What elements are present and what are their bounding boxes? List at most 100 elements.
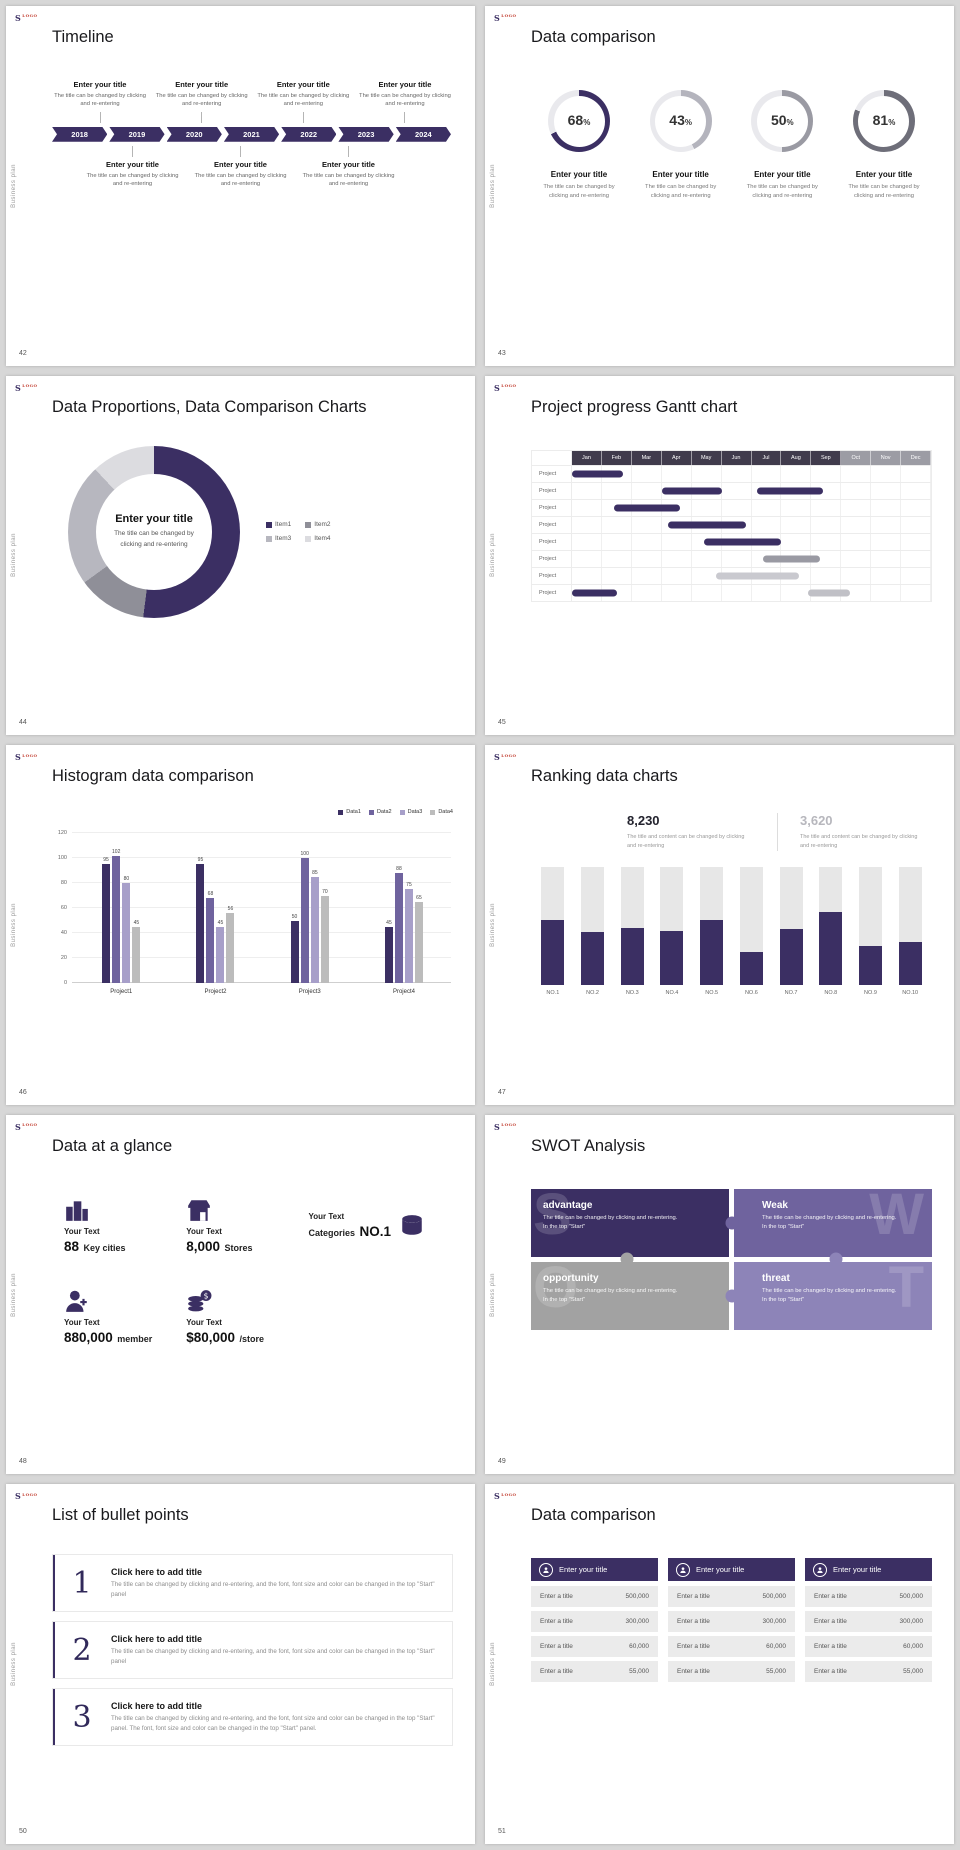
row-value: 500,000 [899, 1593, 924, 1601]
bar [384, 926, 393, 984]
slide-42-timeline[interactable]: SLOGO Business plan Timeline 42 Enter yo… [6, 6, 475, 366]
slide-49-swot[interactable]: SLOGO Business plan SWOT Analysis 49 S a… [485, 1114, 954, 1475]
gantt-cell [841, 533, 872, 550]
logo-accent: LOGO [501, 13, 517, 19]
page-number: 45 [498, 719, 506, 727]
slide-47-ranking[interactable]: SLOGO Business plan Ranking data charts … [485, 745, 954, 1105]
bullet-list: 1 Click here to add title The title can … [52, 1554, 453, 1747]
gantt-cell [662, 584, 692, 601]
x-axis-label: Project4 [392, 989, 415, 996]
table-row: Enter a title 300,000 [805, 1611, 932, 1633]
donut-ring: 68% [548, 90, 610, 152]
gantt-bar [667, 521, 746, 529]
stat-label: Your Text [64, 1317, 100, 1327]
gantt-cell [632, 584, 662, 601]
swot-piece-title: Weak [762, 1199, 788, 1211]
bar-wrap: 100 [301, 833, 309, 984]
legend-label: Data2 [376, 809, 392, 816]
stat-label: Your Text [64, 1226, 100, 1236]
ranking-stats: 8,230 The title and content can be chang… [627, 813, 932, 851]
gantt-cell [722, 584, 752, 601]
row-label: Enter a title [540, 1618, 573, 1626]
gantt-cell [572, 499, 602, 516]
timeline-entry-title: Enter your title [322, 159, 375, 169]
gantt-cell [841, 584, 872, 601]
bar-fill [898, 942, 922, 985]
gantt-row-cells [572, 499, 932, 516]
donut-item-title: Enter your title [754, 170, 811, 179]
slide-46-histogram[interactable]: SLOGO Business plan Histogram data compa… [6, 745, 475, 1105]
slide-50-bullet-points[interactable]: SLOGO Business plan List of bullet point… [6, 1484, 475, 1844]
donut-item-desc: The title can be changed by clicking and… [746, 184, 818, 199]
logo-letter: S [494, 1491, 501, 1502]
divider [777, 813, 778, 851]
donut-percent-number: 43 [669, 112, 685, 128]
legend-swatch [266, 535, 272, 542]
table-row: Enter a title 300,000 [668, 1611, 795, 1633]
comparison-table-body: Enter a title 500,000 Enter a title 300,000… [805, 1586, 932, 1683]
puzzle-knob [620, 1252, 634, 1266]
bar-group: 50 100 85 70 Project3 [290, 833, 329, 995]
stat-value: 88 Key cities [64, 1238, 126, 1256]
timeline-connector [132, 145, 133, 157]
slide-48-data-at-a-glance[interactable]: SLOGO Business plan Data at a glance 48 … [6, 1114, 475, 1475]
gantt-cell [632, 516, 662, 533]
bullet-desc: The title can be changed by clicking and… [111, 1715, 435, 1732]
bar-wrap: 45 [384, 833, 393, 984]
row-value: 60,000 [629, 1643, 649, 1651]
member-icon [66, 1290, 87, 1312]
slide-45-gantt[interactable]: SLOGO Business plan Project progress Gan… [485, 375, 954, 736]
bar-wrap: 95 [196, 833, 205, 984]
timeline-entry-title: Enter your title [106, 159, 159, 169]
gantt-row: Project [532, 584, 932, 602]
gantt-cell [692, 550, 722, 567]
bullet-body: Click here to add title The title can be… [111, 1634, 442, 1666]
stat-number: 88 [64, 1238, 80, 1254]
x-axis-label: Project1 [110, 989, 133, 996]
stat-number: $80,000 [186, 1329, 236, 1345]
bar-wrap: 85 [310, 833, 319, 984]
bar [320, 895, 329, 984]
histogram: Data1 Data2 Data3 Data4 0 20 40 60 80 100 120 95 10… [52, 809, 453, 997]
donut-item-desc: The title can be changed by clicking and… [543, 184, 615, 199]
donut-item: 50% Enter your title The title can be chan… [738, 90, 826, 200]
stat-unit: Key cities [83, 1242, 126, 1253]
stat-block: 3,620 The title and content can be chang… [800, 813, 928, 851]
gantt-cell [781, 584, 812, 601]
donut-value: 43% [669, 112, 692, 130]
timeline-connector [240, 145, 241, 157]
row-label: Enter a title [814, 1668, 847, 1676]
gantt-cell [572, 516, 602, 533]
donut-item-title: Enter your title [652, 170, 709, 179]
gantt-cell [901, 499, 932, 516]
slide-51-data-comparison-tables[interactable]: SLOGO Business plan Data comparison 51 E… [485, 1484, 954, 1844]
chart-legend-44: Item1 Item2 Item3 Item4 [266, 521, 331, 542]
gantt-row-cells [572, 584, 932, 601]
table-row: Enter a title 55,000 [805, 1661, 932, 1683]
slide-title: Project progress Gantt chart [531, 397, 738, 416]
gantt-cell [632, 550, 662, 567]
row-label: Enter a title [677, 1618, 710, 1626]
gantt-row-cells [572, 465, 932, 482]
legend-label: Item3 [275, 535, 292, 543]
timeline-bottom-entries: Enter your title The title can be changed… [40, 145, 441, 189]
sidebar-vertical-label: Business plan [490, 903, 496, 947]
timeline-entry-title: Enter your title [276, 80, 330, 89]
slide-43-data-comparison[interactable]: SLOGO Business plan Data comparison 43 6… [485, 6, 954, 366]
gantt-cell [662, 533, 692, 550]
timeline-entry-title: Enter your title [214, 159, 267, 169]
bar-value-label: 75 [406, 882, 412, 889]
x-axis-label: NO.10 [902, 989, 919, 996]
sidebar-vertical-label: Business plan [11, 1642, 17, 1687]
gantt-cell [662, 567, 692, 584]
gantt-cell [572, 567, 602, 584]
stat-stores: Your Text 8,000 Stores [186, 1197, 308, 1256]
swot-piece-opportunity: O opportunity The title can be changed b… [531, 1261, 729, 1330]
slide-44-data-proportions[interactable]: SLOGO Business plan Data Proportions, Da… [6, 375, 475, 736]
donut-percent-sign: % [888, 118, 896, 127]
donut-item-title: Enter your title [550, 170, 608, 179]
brand-logo: SLOGO [15, 13, 37, 23]
bar-group: 45 88 75 65 Project4 [384, 833, 423, 995]
gridline [72, 957, 451, 959]
